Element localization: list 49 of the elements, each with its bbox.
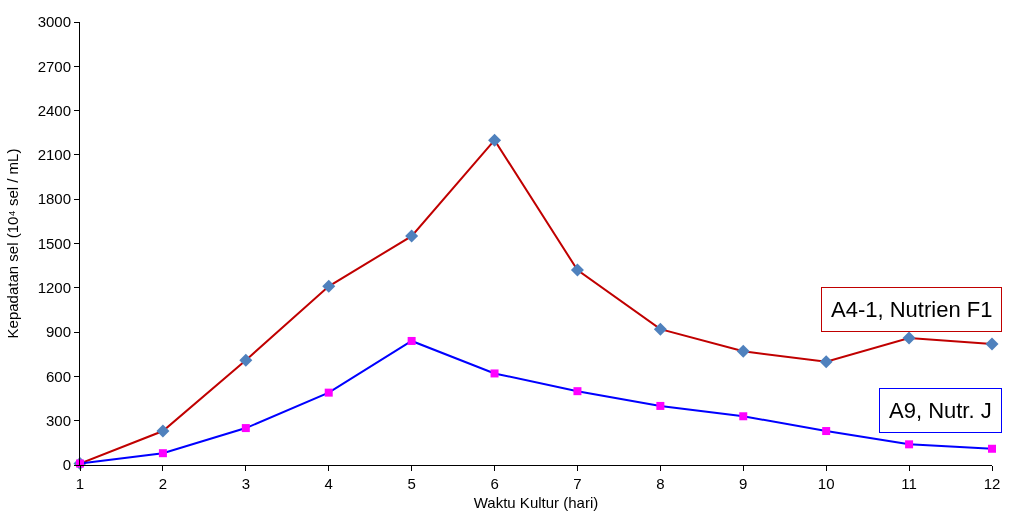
point	[988, 444, 996, 453]
point	[405, 229, 419, 243]
point	[653, 322, 667, 336]
point	[819, 355, 833, 369]
point	[902, 331, 916, 345]
y-tick-label: 2100	[37, 146, 71, 164]
y-tick-label: 0	[62, 456, 71, 474]
x-tick-label: 5	[407, 475, 416, 492]
x-tick-label: 9	[739, 475, 748, 492]
x-tick-label: 11	[901, 475, 917, 492]
x-tick-label: 7	[573, 475, 582, 492]
y-tick-label: 300	[45, 411, 71, 429]
point	[905, 440, 914, 449]
point	[488, 133, 502, 147]
point	[736, 344, 750, 358]
y-tick-label: 600	[45, 367, 71, 385]
y-tick-label: 3000	[37, 13, 71, 31]
point	[239, 353, 253, 367]
x-tick-label: 10	[817, 475, 835, 492]
y-tick-label: 1800	[37, 190, 71, 208]
series-label: A9, Nutr. J	[889, 398, 992, 423]
point	[324, 388, 333, 397]
y-axis-title: Kepadatan sel (10⁴ sel / mL)	[3, 148, 21, 339]
point	[490, 369, 499, 378]
y-tick-label: 1500	[37, 234, 71, 252]
x-tick-label: 4	[324, 475, 333, 492]
point	[570, 263, 584, 277]
series-label: A4-1, Nutrien F1	[831, 297, 993, 322]
point	[407, 336, 416, 345]
point	[322, 279, 336, 293]
y-tick-label: 2700	[37, 57, 71, 75]
point	[822, 427, 831, 436]
point	[156, 424, 170, 438]
x-axis-title: Waktu Kultur (hari)	[473, 494, 599, 511]
point	[573, 387, 582, 396]
x-tick-label: 8	[656, 475, 665, 492]
point	[241, 424, 250, 433]
point	[656, 401, 665, 410]
x-tick-label: 6	[490, 475, 499, 492]
y-tick-label: 900	[45, 323, 71, 341]
x-tick-label: 3	[241, 475, 250, 492]
point	[985, 337, 999, 351]
y-tick-label: 2400	[37, 101, 71, 119]
x-tick-label: 1	[75, 475, 85, 492]
x-tick-label: 2	[158, 475, 168, 492]
point	[158, 449, 167, 458]
y-tick-label: 1200	[37, 279, 71, 297]
point	[739, 412, 748, 421]
x-tick-label: 12	[983, 475, 1001, 492]
